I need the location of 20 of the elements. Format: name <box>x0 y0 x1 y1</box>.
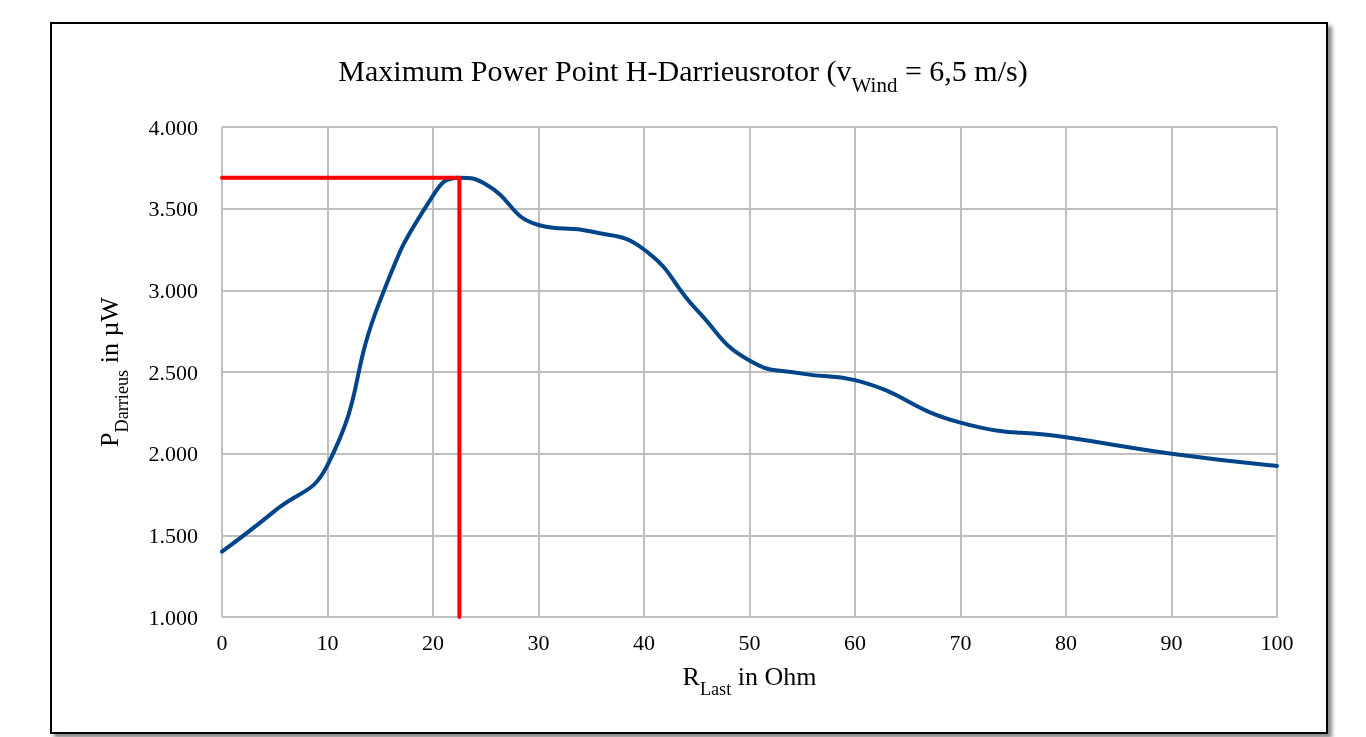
y-tick-label: 1.000 <box>148 604 198 630</box>
y-tick-label: 2.000 <box>148 441 198 467</box>
x-tick-label: 20 <box>422 629 444 655</box>
x-tick-label: 70 <box>949 629 972 655</box>
x-tick-label: 30 <box>527 629 550 655</box>
y-axis-title: PDarrieus in µW <box>94 296 133 447</box>
x-tick-label: 90 <box>1160 629 1183 655</box>
x-tick-label: 10 <box>316 629 339 655</box>
x-tick-label: 60 <box>844 629 866 655</box>
x-tick-label: 100 <box>1260 629 1294 655</box>
x-tick-label: 0 <box>216 629 228 655</box>
line-series <box>220 175 1279 554</box>
x-tick-label: 50 <box>738 629 761 655</box>
y-tick-label: 4.000 <box>148 114 198 140</box>
y-tick-label: 1.500 <box>148 522 198 548</box>
y-tick-label: 3.500 <box>148 196 198 222</box>
y-tick-label: 3.000 <box>148 277 198 303</box>
x-tick-label: 40 <box>633 629 655 655</box>
x-tick-label: 80 <box>1055 629 1077 655</box>
y-tick-label: 2.500 <box>148 359 198 385</box>
